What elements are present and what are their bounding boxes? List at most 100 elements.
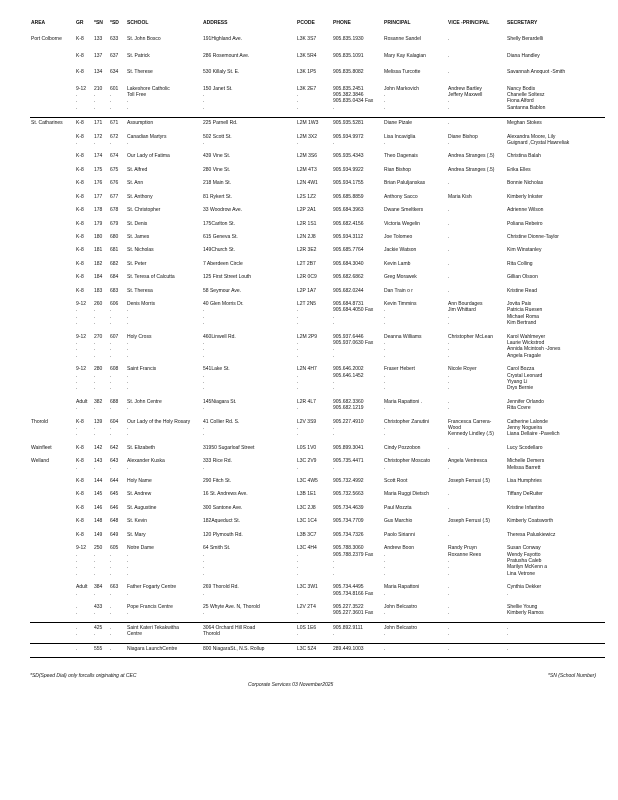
principal-line: Maria Rapattoni (384, 584, 420, 591)
cell-sn: 555 (93, 643, 109, 658)
filler-dot: . (110, 372, 112, 379)
address-line: 145Niagara St. (203, 398, 237, 405)
cell-sd: 601... (109, 81, 126, 119)
cell-gr: K-8 (75, 118, 93, 132)
sn-value: 184 (94, 274, 103, 281)
cell-phone: 905.684.3963 (332, 205, 383, 218)
cell-address: 41 Collier Rd. S... (202, 417, 296, 443)
sn-value: 139 (94, 418, 103, 425)
sd-value: 675 (110, 166, 119, 173)
vice-line: Jeffery Maxwell (448, 92, 483, 99)
cell-pcode: L2R 1S1 (296, 219, 332, 232)
cell-pcode: L3C 3W1. (296, 582, 332, 602)
table-row: St. Catharines K-8 171 671 Assumption 225 Par… (30, 118, 605, 132)
secretary-line: Rita Colling (507, 260, 533, 267)
address-line: 64 Smith St. (203, 545, 231, 552)
secretary-line: Christine Dionne-Taylor (507, 233, 559, 240)
filler-dot: . (203, 339, 205, 346)
secretary-line: Tiffany DeRuiter (507, 491, 543, 498)
pcode-value: L3B 1E1 (297, 491, 317, 498)
gr-value: K-8 (76, 69, 84, 76)
filler-dot: . (76, 564, 78, 571)
cell-sd: 688. (109, 397, 126, 417)
filler-dot: . (127, 307, 129, 314)
phone-line: 905.934.9922 (333, 166, 364, 173)
cell-phone: 905.937.6446 905.937.0630 Fax.. (332, 332, 383, 365)
filler-dot: . (384, 557, 386, 564)
school-line: Holy Name (127, 478, 152, 485)
sn-value: 174 (94, 153, 103, 160)
filler-dot: . (76, 379, 78, 385)
secretary-line: Kim Bertrand (507, 320, 537, 327)
filler-dot: . (297, 339, 299, 346)
school-line: Assumption (127, 120, 154, 127)
cell-area (30, 543, 75, 582)
filler-dot: . (384, 590, 386, 597)
filler-dot: . (76, 385, 78, 392)
table-row: K-8 181 681 St. Nicholas 149Church St. L2R 3E… (30, 245, 605, 258)
cell-vice: . (447, 530, 506, 543)
cell-secretary: Jovita Pais Patricia Ruesen Michael Roma Ki… (506, 299, 605, 332)
cell-school: St. Theresa (126, 286, 202, 299)
table-row: 9-12... 210... 601... Lakeshore Catholic To… (30, 81, 605, 119)
secretary-line: Carol Bozza (507, 366, 535, 373)
pcode-value: L2N 4W1 (297, 180, 318, 187)
sd-value: 649 (110, 531, 119, 538)
pcode-value: L2P 1A7 (297, 287, 317, 294)
gr-value: K-8 (76, 518, 84, 525)
filler-dot: . (297, 352, 299, 359)
principal-line: Anthony Sacco (384, 193, 418, 200)
cell-school: St. Elizabeth (126, 443, 202, 456)
phone-line: 905.934.1755 (333, 180, 364, 187)
cell-vice: Angela Ventresca. (447, 456, 506, 476)
address-line: 615 Geneva St. (203, 233, 238, 240)
cell-address: 175Carlton St. (202, 219, 296, 232)
cell-sn: 178 (93, 205, 109, 218)
secretary-line: Susan Conway (507, 545, 541, 552)
filler-dot: . (384, 372, 386, 379)
cell-principal: Christopher Zanutini.. (383, 417, 447, 443)
cell-address: 218 Main St. (202, 178, 296, 191)
address-line: 16 St. Andrews Ave. (203, 491, 248, 498)
phone-line: 905.835.1091 (333, 52, 364, 59)
cell-address: 191Highland Ave. (202, 32, 296, 48)
cell-sn: 183 (93, 286, 109, 299)
filler-dot: . (94, 564, 96, 571)
phone-line: 905.732.5663 (333, 491, 364, 498)
filler-dot: . (110, 98, 112, 105)
cell-secretary: Christine Dionne-Taylor (506, 232, 605, 245)
cell-address: 286 Rosemount Ave. (202, 49, 296, 65)
principal-line: Dwane Smeltkers (384, 207, 424, 214)
cell-sd: 607... (109, 332, 126, 365)
cell-secretary: Poliana Rebeiro (506, 219, 605, 232)
cell-address: 64 Smith St..... (202, 543, 296, 582)
cell-vice: Joseph Ferrusi (.5) (447, 476, 506, 489)
filler-dot: . (110, 590, 112, 597)
filler-dot: . (76, 307, 78, 314)
cell-phone: 905.685.8859 (332, 192, 383, 205)
pcode-value: L2M 3X2 (297, 133, 318, 140)
cell-address: 145Niagara St.. (202, 397, 296, 417)
cell-sn: 177 (93, 192, 109, 205)
filler-dot: . (333, 379, 335, 385)
filler-dot: . (127, 551, 129, 558)
cell-sd: 684 (109, 272, 126, 285)
cell-sn: 142 (93, 443, 109, 456)
area-value: St. Catharines (31, 120, 63, 127)
filler-dot: . (76, 346, 78, 353)
cell-secretary: Lisa Humphries (506, 476, 605, 489)
cell-pcode: L3K 2E7... (296, 81, 332, 119)
cell-secretary: Kim Winstanley (506, 245, 605, 258)
pcode-value: L2R 1S1 (297, 220, 317, 227)
cell-gr: K-8 (75, 49, 93, 65)
cell-gr: . (75, 643, 93, 658)
filler-dot: . (76, 92, 78, 99)
phone-line: 905.788.2379 Fax (333, 551, 374, 558)
cell-vice: Randy Pruyn Roxanne Rees... (447, 543, 506, 582)
pcode-value: L0S 1E6 (297, 624, 317, 631)
phone-line: 905.682.3360 (333, 398, 364, 405)
cell-sn: 145 (93, 489, 109, 502)
filler-dot: . (127, 339, 129, 346)
phone-line: 905.682.6862 (333, 274, 364, 281)
vice-line: Joseph Ferrusi (.5) (448, 518, 490, 525)
